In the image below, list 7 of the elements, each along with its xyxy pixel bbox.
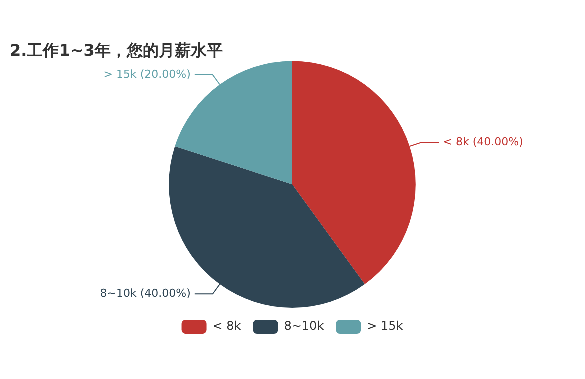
chart-title: 2.工作1~3年，您的月薪水平: [10, 40, 223, 60]
data-label: > 15k (20.00%): [104, 68, 191, 81]
legend-label: 8~10k: [284, 319, 324, 334]
data-label: < 8k (40.00%): [443, 136, 524, 149]
data-label: 8~10k (40.00%): [100, 287, 191, 300]
legend-label: < 8k: [212, 319, 242, 334]
legend-label: > 15k: [367, 319, 404, 334]
